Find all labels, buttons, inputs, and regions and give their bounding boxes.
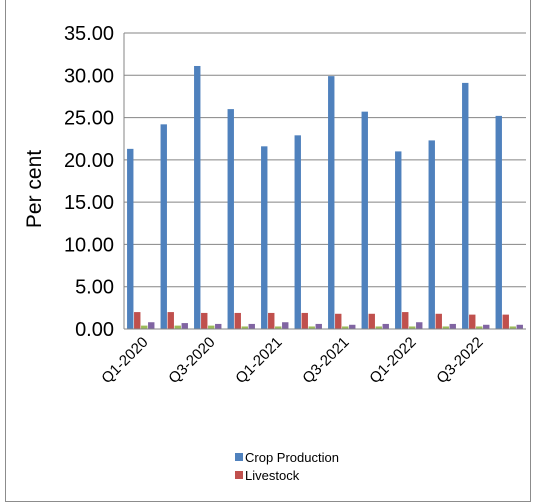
chart-frame: 0.00 5.00 10.00 15.00 20.00 25.00 30.00 35.00 Q… (5, 0, 531, 502)
bar (194, 65, 201, 330)
legend-swatch (235, 453, 243, 461)
bar (248, 323, 255, 329)
legend: Crop Production Livestock (235, 450, 339, 483)
x-tick-label: Q3-2020 (165, 334, 218, 387)
bar (495, 115, 502, 329)
bar (368, 313, 375, 329)
x-tick-labels: Q1-2020 Q3-2020 Q1-2021 Q3-2021 Q1-2022 Q3-20… (98, 334, 486, 387)
y-tick-label: 35.00 (64, 23, 114, 45)
bar (201, 312, 208, 329)
bar (174, 325, 181, 329)
bar (261, 146, 268, 329)
bar (308, 326, 315, 329)
bar (502, 314, 509, 329)
y-axis-title: Per cent (23, 150, 46, 228)
bar (361, 111, 368, 329)
bar (208, 325, 215, 329)
bar (449, 323, 456, 329)
y-tick-label: 20.00 (64, 150, 114, 172)
bar (160, 124, 167, 329)
bar (167, 312, 174, 329)
x-tick-label: Q1-2020 (98, 334, 151, 387)
bar (395, 151, 402, 329)
bars (127, 65, 523, 330)
bar (227, 109, 234, 329)
y-tick-label: 30.00 (64, 65, 114, 87)
x-tick-label: Q3-2021 (299, 334, 352, 387)
bar (215, 323, 222, 329)
bar (375, 326, 382, 329)
bar (127, 148, 134, 329)
y-tick-label: 10.00 (64, 234, 114, 256)
bar (181, 323, 188, 329)
bar (335, 313, 342, 329)
bar (483, 324, 490, 329)
bar (282, 322, 289, 329)
legend-swatch (235, 471, 243, 479)
y-tick-label: 5.00 (75, 277, 114, 299)
bar (301, 312, 308, 329)
bar (342, 326, 349, 329)
bar (241, 326, 248, 329)
bar (275, 326, 282, 329)
axes (123, 33, 526, 330)
bar (435, 313, 442, 329)
bar (442, 326, 449, 329)
x-tick-label: Q1-2022 (366, 334, 419, 387)
bar (462, 82, 469, 329)
bar (409, 326, 416, 329)
bar (148, 322, 155, 329)
x-tick-label: Q1-2021 (232, 334, 285, 387)
bar (476, 326, 483, 329)
y-tick-labels: 0.00 5.00 10.00 15.00 20.00 25.00 30.00 35.00 (64, 23, 114, 341)
y-tick-label: 0.00 (75, 319, 114, 341)
bar (509, 326, 516, 329)
bar (416, 322, 423, 329)
gridlines (124, 32, 526, 288)
bar (402, 312, 409, 329)
bar (268, 312, 275, 329)
bar (134, 312, 141, 329)
bar (234, 312, 241, 329)
bar (469, 314, 476, 329)
legend-label: Crop Production (245, 450, 339, 465)
bar (516, 324, 523, 329)
legend-label: Livestock (245, 468, 300, 483)
bar (315, 323, 322, 329)
bar (428, 140, 435, 329)
bar (328, 76, 335, 329)
bar (294, 135, 301, 329)
bar (382, 323, 389, 329)
bar (349, 324, 356, 329)
x-tick-label: Q3-2022 (433, 334, 486, 387)
y-tick-label: 25.00 (64, 108, 114, 130)
chart-svg: 0.00 5.00 10.00 15.00 20.00 25.00 30.00 35.00 Q… (23, 23, 526, 483)
bar (141, 325, 148, 329)
y-tick-label: 15.00 (64, 192, 114, 214)
